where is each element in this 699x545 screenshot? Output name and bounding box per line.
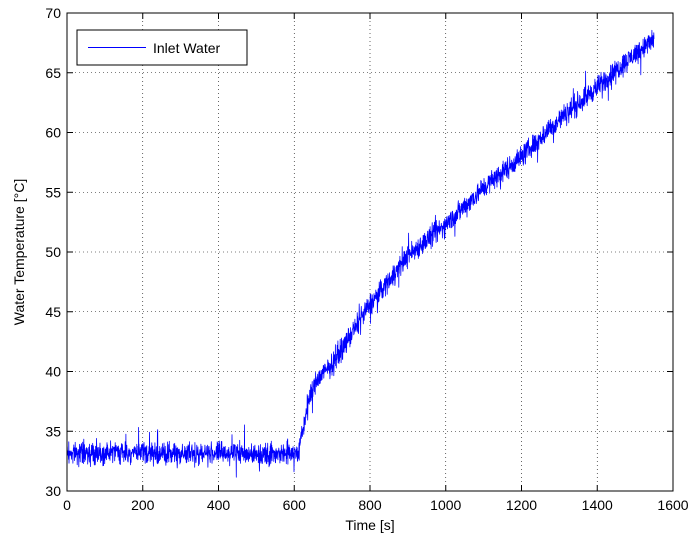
y-tick-label: 70 [45, 5, 61, 21]
x-tick-label: 1200 [506, 497, 537, 513]
tick-labels: 0 200 400 600 800 1000 1200 1400 1600 30 35 40 45 50 5… [45, 5, 688, 513]
x-tick-label: 1400 [582, 497, 613, 513]
x-tick-label: 200 [131, 497, 155, 513]
x-tick-label: 1000 [430, 497, 461, 513]
y-tick-label: 40 [45, 364, 61, 380]
y-tick-label: 50 [45, 244, 61, 260]
grid-lines [67, 13, 673, 491]
series-layer [67, 29, 655, 478]
y-tick-label: 55 [45, 184, 61, 200]
y-tick-label: 30 [45, 483, 61, 499]
legend-label-inlet-water: Inlet Water [153, 40, 221, 56]
x-tick-label: 1600 [657, 497, 688, 513]
y-tick-label: 65 [45, 65, 61, 81]
axis-ticks [66, 12, 674, 492]
y-tick-label: 60 [45, 125, 61, 141]
plot-area [67, 13, 673, 491]
x-axis-label: Time [s] [345, 517, 394, 533]
x-tick-label: 0 [63, 497, 71, 513]
x-tick-label: 600 [283, 497, 307, 513]
y-tick-label: 45 [45, 304, 61, 320]
series-line-inlet-water [67, 29, 655, 478]
y-tick-label: 35 [45, 423, 61, 439]
x-tick-label: 400 [207, 497, 231, 513]
legend: Inlet Water [76, 29, 248, 66]
y-axis-label: Water Temperature [°C] [11, 179, 27, 325]
x-tick-label: 800 [358, 497, 382, 513]
